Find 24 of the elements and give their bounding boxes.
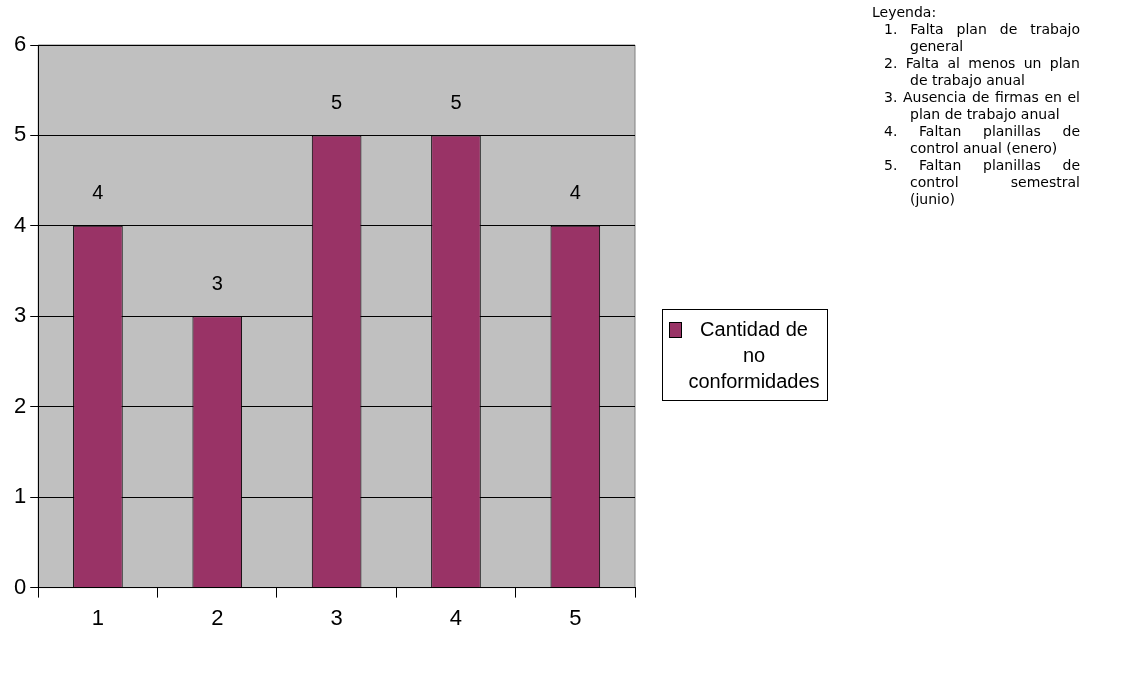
data-label: 4 [92,181,104,204]
text: 1. Falta plan de trabajo general [883,21,1080,55]
y-tick-label: 2 [13,392,27,418]
data-label: 5 [450,90,462,113]
text: 2. Falta al menos un plan de trabajo anual [883,55,1080,89]
data-label: 4 [569,181,581,204]
y-tick-label: 0 [13,573,27,599]
x-tick-label: 1 [91,604,105,630]
data-label: 3 [211,271,223,294]
x-tick-label: 3 [330,604,343,630]
y-tick-label: 5 [13,121,27,147]
y-tick-label: 6 [13,31,27,57]
x-tick-label: 5 [569,604,582,630]
data-label: 5 [331,90,343,113]
text: 5. Faltan planillas de control semestral (junio) [883,157,1080,208]
x-tick-label: 4 [449,604,463,630]
x-tick-label: 2 [211,604,224,630]
y-tick-label: 1 [13,483,27,509]
y-tick-label: 4 [13,211,27,237]
text: 4. Faltan planillas de control anual (enero) [883,123,1080,157]
y-tick-label: 3 [13,302,27,328]
text: Leyenda: [872,4,938,21]
legend-label: Cantidad de no conformidades [687,317,821,394]
text: 3. Ausencia de firmas en el plan de trabajo anual [883,89,1080,123]
